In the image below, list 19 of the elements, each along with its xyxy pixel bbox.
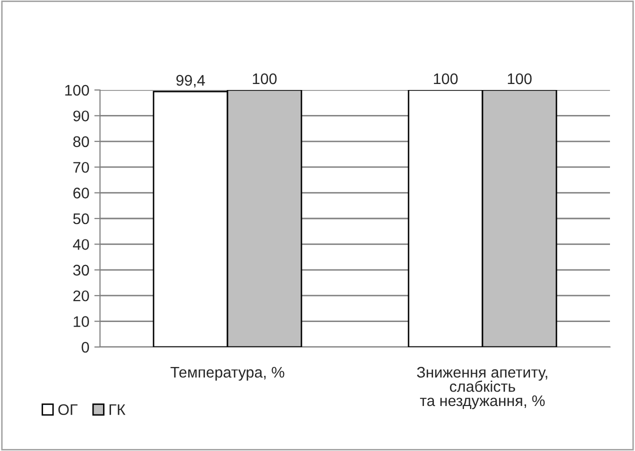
- y-tick-label: 60: [73, 188, 89, 198]
- y-tick-label: 20: [73, 290, 89, 302]
- y-tick-label: 50: [73, 213, 89, 224]
- legend-label: ГК: [110, 404, 126, 415]
- x-tick-label: Зниження апетиту, слабкість та нездужання, %: [416, 366, 548, 410]
- data-label: 100: [508, 73, 532, 84]
- y-tick-label: 0: [82, 342, 89, 353]
- y-tick-label: 90: [73, 110, 89, 122]
- data-label: 100: [434, 73, 458, 84]
- y-tick-label: 10: [74, 316, 89, 327]
- y-tick-label: 70: [73, 162, 89, 173]
- x-tick-label: Температура, %: [170, 366, 284, 381]
- legend-label: ОГ: [58, 404, 78, 416]
- y-tick-label: 30: [73, 264, 89, 276]
- data-label: 100: [252, 73, 277, 84]
- data-label: 99,4: [176, 74, 205, 88]
- y-tick-label: 40: [72, 239, 89, 250]
- y-tick-label: 100: [65, 84, 89, 96]
- y-tick-label: 80: [73, 136, 89, 148]
